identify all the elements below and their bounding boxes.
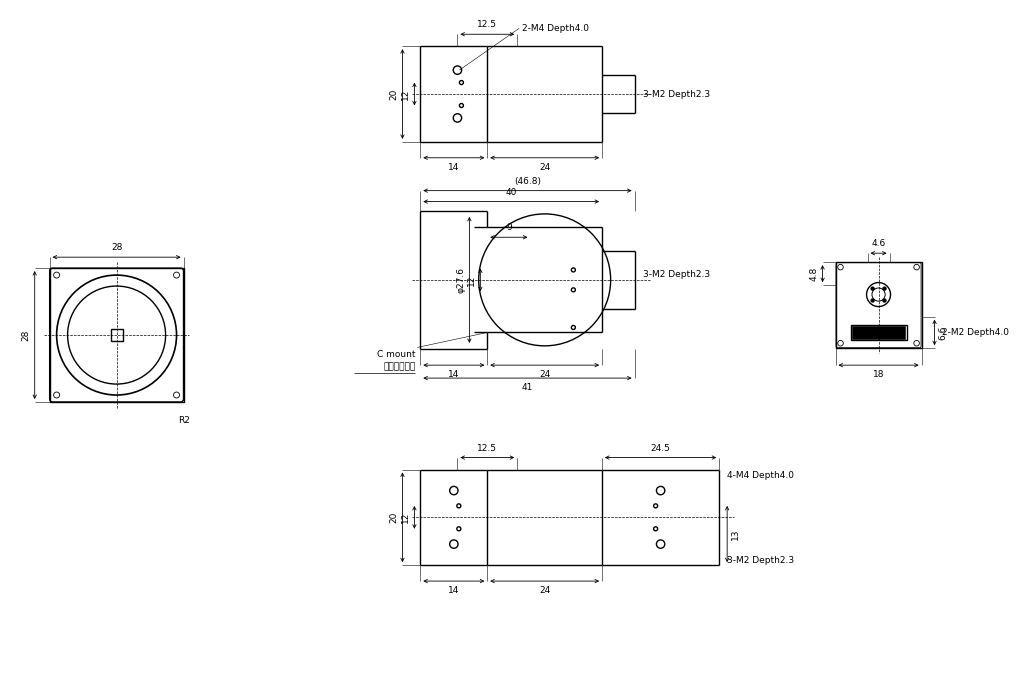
Text: 12.5: 12.5 [477,444,497,453]
Text: 14: 14 [448,162,459,172]
Text: 20: 20 [389,512,399,523]
Text: 3-M2 Depth2.3: 3-M2 Depth2.3 [643,90,710,99]
Text: 2-M4 Depth4.0: 2-M4 Depth4.0 [522,24,589,33]
Text: 3-M2 Depth2.3: 3-M2 Depth2.3 [643,270,710,279]
Text: 対面同一形状: 対面同一形状 [383,363,415,372]
Text: 28: 28 [22,330,31,341]
Text: R2: R2 [178,416,191,425]
Text: 14: 14 [448,370,459,379]
Text: 24: 24 [539,162,550,172]
Text: 18: 18 [872,370,885,379]
Text: 2-M2 Depth4.0: 2-M2 Depth4.0 [941,328,1008,337]
Circle shape [871,287,874,290]
Text: 13: 13 [731,528,741,540]
Text: 41: 41 [522,383,534,392]
Bar [110,329,123,341]
Text: (46.8): (46.8) [514,176,541,186]
Text: 12: 12 [402,512,410,523]
Text: 6.6: 6.6 [938,326,948,340]
Text: 20: 20 [389,88,399,99]
Circle shape [871,299,874,302]
Circle shape [883,287,886,290]
Text: 40: 40 [506,188,517,197]
Text: 9: 9 [506,223,512,232]
Text: 3-M2 Depth2.3: 3-M2 Depth2.3 [727,556,794,565]
Bar [835,262,922,348]
Text: 4-M4 Depth4.0: 4-M4 Depth4.0 [727,471,794,480]
Bar [852,326,905,339]
Text: 28: 28 [111,243,123,252]
Text: 12: 12 [402,88,410,99]
Bar [851,325,906,340]
Text: C mount: C mount [377,351,415,359]
Text: φ27.6: φ27.6 [456,267,466,293]
Text: 4.6: 4.6 [871,239,886,248]
Text: 24: 24 [539,370,550,379]
Text: 4.8: 4.8 [810,267,819,281]
Text: 24.5: 24.5 [651,444,671,453]
Circle shape [883,299,886,302]
Text: 12.5: 12.5 [477,20,497,29]
Text: 14: 14 [448,586,459,595]
Bar [49,268,183,402]
Text: 12: 12 [468,274,476,286]
Text: 24: 24 [539,586,550,595]
